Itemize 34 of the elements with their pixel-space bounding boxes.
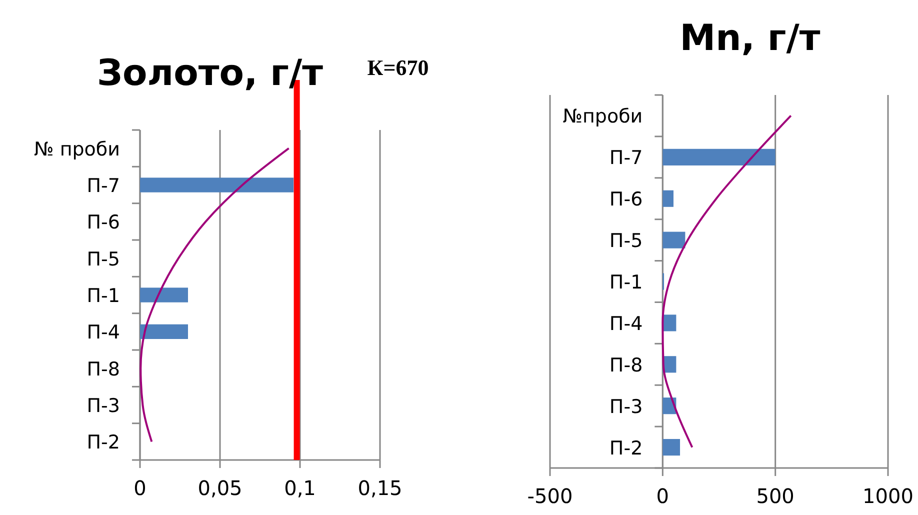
x-tick-label: -500 — [527, 484, 573, 508]
y-tick-label: П-4 — [86, 322, 120, 344]
bar — [662, 148, 776, 166]
x-tick-label: 500 — [756, 484, 794, 508]
y-tick-label: П-3 — [609, 396, 643, 418]
chart-title: Mn, г/т — [680, 18, 820, 59]
y-tick-label: П-5 — [86, 248, 120, 270]
x-tick-label: 0,1 — [284, 476, 316, 500]
y-tick-label: П-3 — [86, 395, 120, 417]
y-tick-label: П-6 — [86, 212, 120, 234]
chart-title: Золото, г/т — [96, 53, 324, 94]
y-tick-label: № проби — [34, 138, 120, 160]
x-tick-label: 0 — [134, 476, 146, 500]
x-tick-label: 1000 — [862, 484, 914, 508]
y-tick-label: П-7 — [86, 175, 120, 197]
y-tick-label: П-6 — [609, 188, 643, 211]
y-tick-label: П-8 — [609, 354, 643, 376]
y-tick-label: П-1 — [609, 272, 643, 294]
y-tick-label: П-4 — [609, 312, 643, 335]
x-tick-label: 0,15 — [358, 476, 402, 500]
x-tick-label: 0,05 — [198, 476, 242, 500]
bar — [662, 190, 674, 207]
y-tick-label: №проби — [562, 106, 643, 128]
x-tick-label: 0 — [656, 484, 670, 508]
bar — [662, 438, 680, 456]
y-tick-label: П-1 — [86, 285, 120, 307]
y-tick-label: П-7 — [609, 147, 643, 170]
bar — [662, 314, 676, 332]
y-tick-label: П-5 — [609, 230, 643, 252]
y-tick-label: П-2 — [86, 432, 120, 454]
bar — [662, 232, 686, 248]
y-tick-label: П-8 — [86, 358, 120, 380]
y-tick-label: П-2 — [609, 437, 643, 460]
text: К=670 — [367, 55, 429, 80]
